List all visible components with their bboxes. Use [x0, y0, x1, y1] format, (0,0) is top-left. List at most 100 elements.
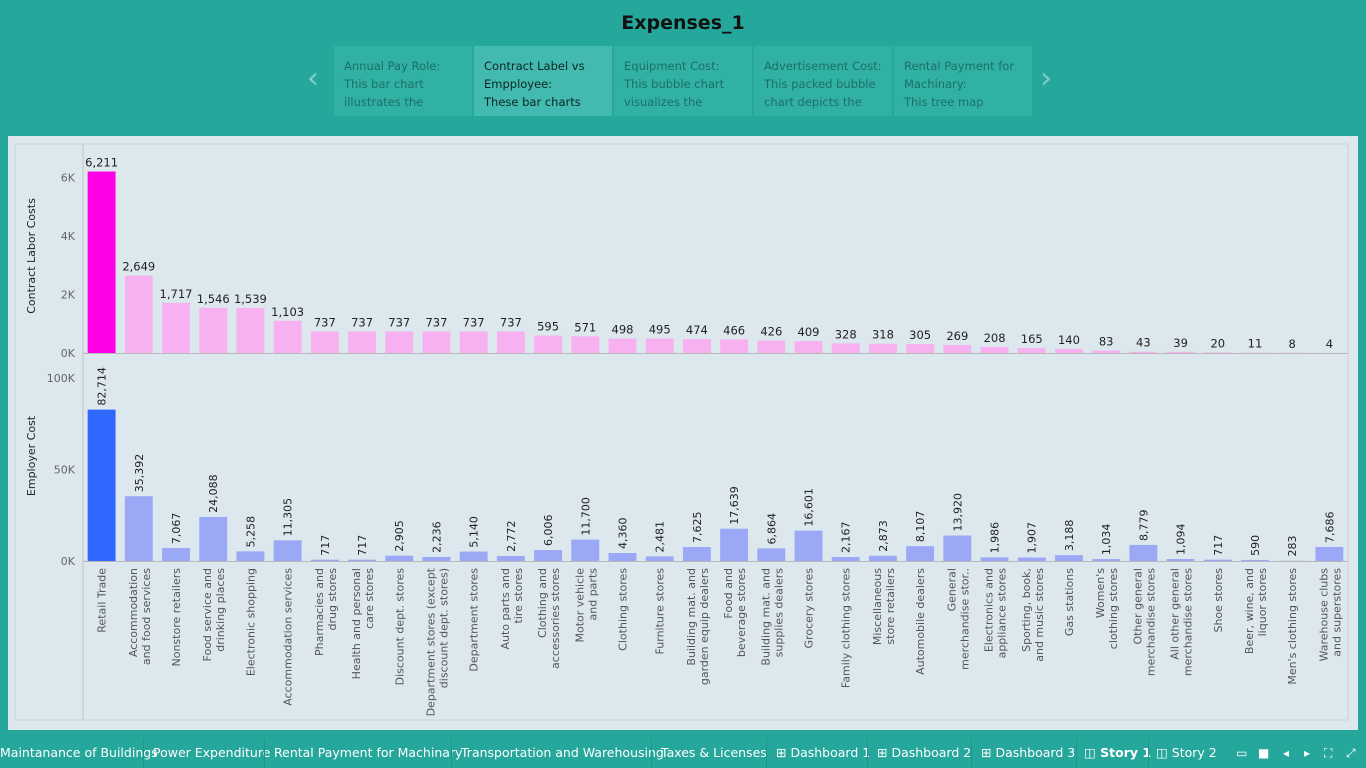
employer-bar [534, 550, 563, 561]
contract-data-label: 43 [1136, 336, 1151, 350]
contract-data-label: 39 [1173, 336, 1188, 350]
contract-bar [385, 331, 414, 353]
contract-data-label: 737 [425, 315, 447, 329]
tab-maintanance-of-buildings[interactable]: Maintanance of Buildings [0, 745, 158, 760]
next-arrow-icon[interactable]: › [1040, 61, 1052, 96]
contract-bar [236, 308, 265, 353]
x-category-label: appliance stores [996, 568, 1009, 659]
story-point-title: Rental Payment for Machinary: [904, 59, 1015, 91]
employer-data-label: 82,714 [96, 367, 109, 406]
contract-bar [1241, 352, 1269, 354]
tab-story-2[interactable]: ◫ Story 2 [1156, 745, 1217, 760]
contract-data-label: 4 [1326, 337, 1333, 351]
employer-bar [720, 528, 749, 561]
contract-data-label: 2,649 [122, 260, 155, 274]
x-category-label: Family clothing stores [840, 568, 853, 688]
contract-bar [348, 331, 376, 353]
tab-power-expenditure[interactable]: Power Expenditure [153, 745, 271, 760]
employer-bar [943, 535, 972, 561]
employer-data-label: 717 [1212, 535, 1225, 556]
employer-bar [348, 559, 376, 561]
contract-bar [1017, 348, 1046, 353]
contract-data-label: 83 [1099, 335, 1114, 349]
x-category-label: tire stores [512, 568, 525, 624]
tab-divider [451, 738, 452, 768]
story-title: Expenses_1 [621, 12, 745, 34]
story-point-contract-label[interactable]: Contract Label vs Empployee: These bar c… [474, 46, 612, 116]
employer-bar [868, 555, 897, 561]
story-point-advertisement-cost[interactable]: Advertisement Cost: This packed bubble c… [754, 46, 892, 116]
employer-y-tick-label: 50K [54, 464, 76, 477]
x-category-label: beverage stores [735, 568, 748, 657]
contract-labor-bars: 6,211 2,649 1,717 1,546 1,539 1,103 737 737 737 7… [85, 156, 1344, 354]
employer-data-label: 283 [1286, 535, 1299, 556]
x-category-label: supplies dealers [772, 568, 785, 658]
x-category-label: Miscellaneous [871, 568, 884, 645]
employer-data-label: 717 [319, 535, 332, 556]
chart-axes: 0K 2K 4K 6K Contract Labor Costs 0K 50K 100K Emp… [14, 143, 1349, 721]
employer-data-label: 35,392 [133, 454, 146, 493]
story-point-equipment-cost[interactable]: Equipment Cost: This bubble chart visual… [614, 46, 752, 116]
tab-story-1[interactable]: ◫ Story 1 [1084, 745, 1151, 760]
contract-data-label: 595 [537, 320, 559, 334]
x-category-label: drinking places [214, 568, 227, 652]
story-point-description: These bar charts [484, 95, 581, 109]
contract-y-tick-label: 6K [61, 172, 76, 185]
employer-bar [162, 548, 190, 561]
fit-screen-icon[interactable]: ⛶ [1324, 746, 1333, 760]
fullscreen-icon[interactable]: ⤢ [1346, 746, 1356, 760]
show-filmstrip-icon[interactable]: ▭ [1236, 746, 1248, 760]
employer-data-label: 2,236 [430, 521, 443, 553]
x-category-label: care stores [363, 568, 376, 629]
x-category-label: store retailers [884, 568, 897, 645]
contract-bar [459, 331, 488, 353]
tab-transportation[interactable]: Transportation and Warehousing [461, 745, 664, 760]
contract-data-label: 737 [463, 315, 485, 329]
tab-dashboard-1[interactable]: ⊞ Dashboard 1 [776, 745, 870, 760]
employer-data-label: 6,006 [542, 515, 555, 547]
employer-bar [1055, 555, 1083, 561]
show-tabs-icon[interactable]: ■ [1258, 746, 1270, 760]
x-category-label: Warehouse clubs [1317, 568, 1330, 662]
tab-dashboard-2[interactable]: ⊞ Dashboard 2 [877, 745, 971, 760]
employer-bar [124, 496, 153, 561]
x-category-label: Food service and [201, 568, 214, 661]
contract-bar [534, 335, 563, 353]
contract-data-label: 1,539 [234, 292, 267, 306]
employer-bar [1017, 557, 1046, 561]
previous-arrow-icon[interactable]: ‹ [307, 61, 319, 96]
contract-data-label: 737 [314, 315, 336, 329]
tab-label: Dashboard 2 [891, 745, 972, 760]
employer-bar [236, 551, 265, 561]
employer-data-label: 2,481 [654, 521, 667, 553]
employer-y-axis-title: Employer Cost [25, 415, 38, 496]
contract-y-tick-label: 4K [61, 230, 76, 243]
employer-bar [571, 539, 600, 561]
employer-cost-bars: 82,714 35,392 7,067 24,088 5,258 11,305 717 717… [87, 367, 1344, 561]
tab-label: Dashboard 1 [790, 745, 871, 760]
scroll-right-icon[interactable]: ▸ [1304, 746, 1311, 760]
story-point-annual-pay-role[interactable]: Annual Pay Role: This bar chart illustra… [334, 46, 472, 116]
story-icon: ◫ [1156, 745, 1172, 760]
x-category-label: Building mat. and [759, 568, 772, 666]
x-category-label: Clothing and [536, 568, 549, 638]
scroll-left-icon[interactable]: ◂ [1283, 746, 1290, 760]
employer-data-label: 5,258 [244, 516, 257, 548]
x-category-label: Automobile dealers [914, 568, 927, 675]
tab-taxes-licenses[interactable]: Taxes & Licenses [661, 745, 767, 760]
x-category-label: Beer, wine, and [1243, 568, 1256, 654]
contract-bar [757, 340, 786, 353]
employer-y-tick-label: 0K [61, 555, 76, 568]
employer-data-label: 590 [1249, 535, 1262, 556]
x-category-label: clothing stores [1107, 568, 1120, 649]
contract-bar [1203, 352, 1232, 353]
contract-bar [868, 343, 897, 353]
employer-data-label: 24,088 [207, 474, 220, 513]
tab-rental-payment[interactable]: Rental Payment for Machinary [274, 745, 463, 760]
contract-data-label: 409 [798, 325, 820, 339]
x-category-label: Men's clothing stores [1286, 568, 1299, 685]
story-point-rental-payment[interactable]: Rental Payment for Machinary: This tree … [894, 46, 1032, 116]
tab-dashboard-3[interactable]: ⊞ Dashboard 3 [981, 745, 1075, 760]
dashboard-icon: ⊞ [776, 745, 791, 760]
story-point-title: Advertisement Cost: [764, 59, 882, 73]
